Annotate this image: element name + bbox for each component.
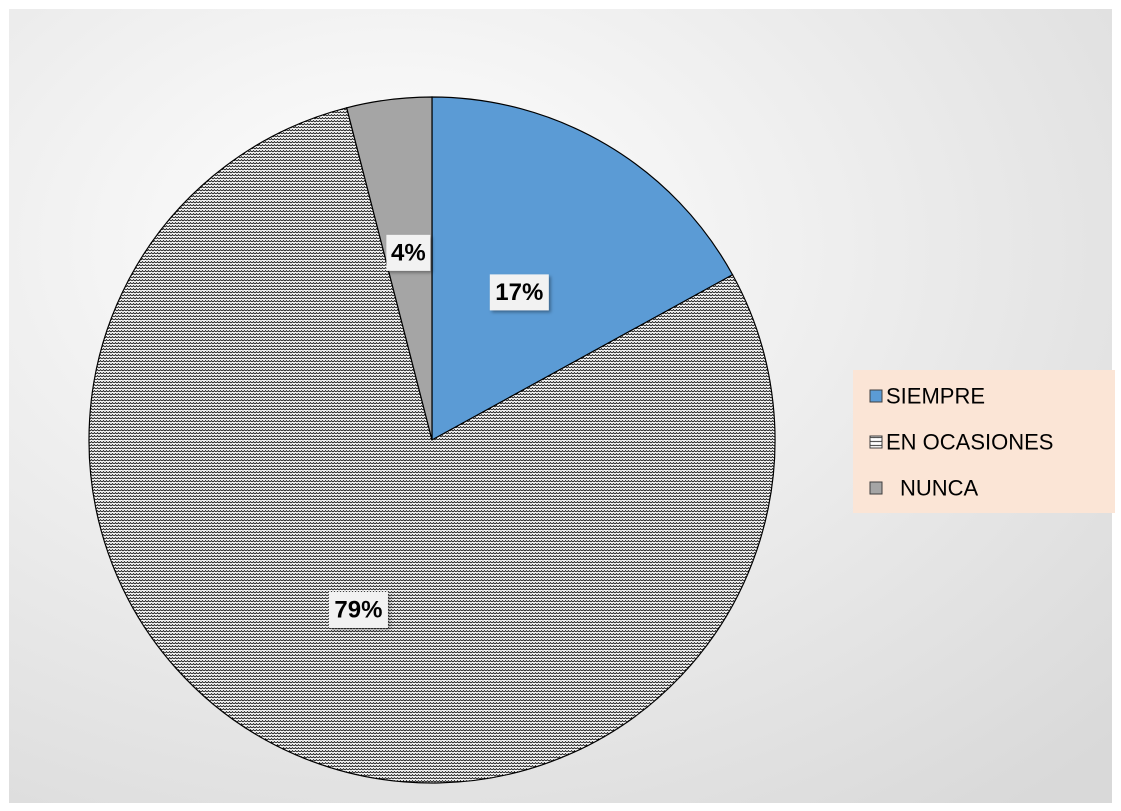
data-label-box bbox=[386, 234, 431, 271]
legend-swatch bbox=[869, 481, 883, 495]
data-label-box bbox=[489, 274, 549, 311]
data-label-text: 79% bbox=[334, 596, 382, 623]
data-label-text: 4% bbox=[391, 239, 426, 266]
legend-item-nunca: NUNCA bbox=[869, 476, 979, 501]
legend-label: SIEMPRE bbox=[886, 384, 985, 409]
pie-data-labels: 17% 79% 4% bbox=[328, 234, 549, 628]
data-label-box bbox=[328, 591, 388, 628]
pie-slice-siempre bbox=[431, 96, 734, 442]
data-label-text: 17% bbox=[495, 279, 543, 306]
legend-background bbox=[853, 370, 1115, 513]
legend-label: NUNCA bbox=[900, 476, 979, 501]
legend-swatch bbox=[869, 389, 883, 403]
data-label-siempre: 17% bbox=[489, 274, 549, 311]
legend-item-en-ocasiones: EN OCASIONES bbox=[869, 430, 1053, 455]
legend-swatch bbox=[869, 435, 883, 449]
legend: SIEMPRE EN OCASIONES NUNCA bbox=[853, 370, 1115, 513]
pie-slice-en-ocasiones bbox=[88, 107, 776, 784]
data-label-en-ocasiones: 79% bbox=[328, 591, 388, 628]
legend-item-siempre: SIEMPRE bbox=[869, 384, 985, 409]
legend-label: EN OCASIONES bbox=[886, 430, 1053, 455]
pie-slices bbox=[88, 96, 776, 784]
data-label-nunca: 4% bbox=[386, 234, 431, 271]
